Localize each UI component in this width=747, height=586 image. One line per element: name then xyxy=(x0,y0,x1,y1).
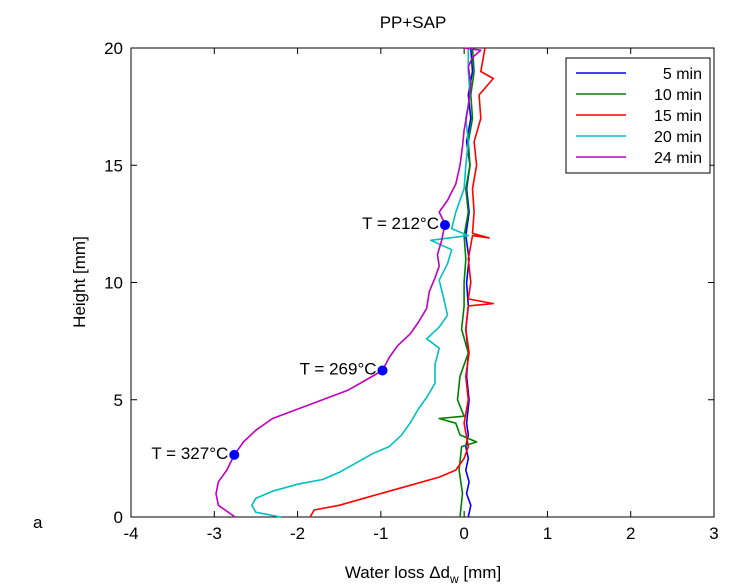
series-line-24-min xyxy=(215,47,482,518)
y-tick-label: 15 xyxy=(104,156,123,175)
temperature-marker xyxy=(229,449,240,460)
legend-label: 20 min xyxy=(654,129,702,146)
y-axis-ticks: 0 5 10 15 20 xyxy=(104,39,714,527)
panel-label: a xyxy=(33,513,43,532)
y-tick-label: 10 xyxy=(104,274,123,293)
x-tick-label: -3 xyxy=(207,524,222,543)
temperature-marker xyxy=(377,365,388,376)
y-tick-label: 20 xyxy=(104,39,123,58)
y-tick-label: 0 xyxy=(114,508,123,527)
legend-label: 24 min xyxy=(654,150,702,167)
legend-label: 10 min xyxy=(654,87,702,104)
legend-label: 5 min xyxy=(663,66,702,83)
legend: 5 min 10 min 15 min 20 min 24 min xyxy=(565,57,711,174)
chart-title: PP+SAP xyxy=(380,13,447,32)
temperature-annotation: T = 212°C xyxy=(362,214,439,233)
x-tick-label: -1 xyxy=(373,524,388,543)
x-axis-ticks: -4 -3 -2 -1 0 1 2 3 xyxy=(123,48,719,543)
x-tick-label: 3 xyxy=(709,524,718,543)
x-tick-label: -2 xyxy=(290,524,305,543)
temperature-annotation: T = 269°C xyxy=(300,359,377,378)
temperature-annotation: T = 327°C xyxy=(151,444,228,463)
x-tick-label: 2 xyxy=(626,524,635,543)
x-tick-label: -4 xyxy=(123,524,138,543)
x-tick-label: 0 xyxy=(459,524,468,543)
temperature-marker xyxy=(439,220,450,231)
x-tick-label: 1 xyxy=(543,524,552,543)
x-axis-label: Water loss Δdw [mm] xyxy=(345,563,501,586)
series-layer xyxy=(215,47,495,518)
series-line-20-min xyxy=(251,48,471,518)
x-axis-label-subscript: w xyxy=(449,572,459,586)
y-tick-label: 5 xyxy=(114,391,123,410)
y-axis-label: Height [mm] xyxy=(70,236,89,328)
series-line-15-min xyxy=(309,47,495,518)
legend-label: 15 min xyxy=(654,108,702,125)
marker-layer: T = 212°C T = 269°C T = 327°C xyxy=(151,214,450,463)
